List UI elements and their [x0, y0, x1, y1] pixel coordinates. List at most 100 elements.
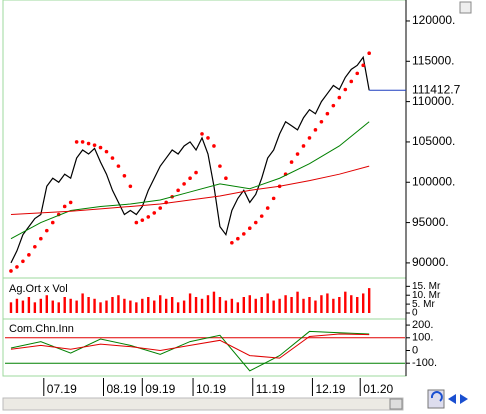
volume-bar: [356, 297, 359, 313]
sar-dot: [188, 176, 192, 181]
y-tick-label: 0: [412, 308, 418, 319]
volume-bar: [51, 300, 54, 313]
left-button[interactable]: [448, 394, 456, 404]
sar-dot: [86, 141, 91, 146]
volume-bar: [272, 300, 275, 313]
corner-button[interactable]: [459, 1, 472, 14]
y-tick-label: 95000.: [412, 215, 449, 229]
scrollbar[interactable]: [2, 397, 404, 411]
volume-bar: [302, 298, 305, 313]
sar-dot: [146, 215, 151, 219]
sar-dot: [367, 51, 371, 56]
x-tick-label: 07.19: [47, 382, 77, 396]
sar-dot: [343, 87, 348, 92]
sar-dot: [134, 220, 139, 225]
y-tick-label: 120000.: [412, 13, 455, 27]
sar-dot: [247, 226, 252, 231]
sar-dot: [325, 111, 330, 116]
sar-dot: [44, 228, 49, 233]
sar-dot: [194, 170, 198, 175]
volume-bar: [81, 293, 84, 313]
sar-dot: [152, 211, 157, 215]
oscillator-line: [10, 333, 370, 359]
sar-dot: [355, 71, 360, 76]
volume-bar: [135, 302, 138, 313]
x-tick-label: 01.20: [363, 382, 393, 396]
sar-dot: [253, 220, 258, 225]
volume-bar: [367, 288, 371, 313]
y-tick-label: -100.: [412, 357, 437, 369]
volume-bar: [200, 298, 204, 313]
volume-bar: [117, 295, 120, 313]
sar-dot: [319, 119, 324, 124]
y-tick-label: 5. Mr: [412, 299, 435, 310]
volume-bar: [362, 293, 365, 313]
sar-dot: [15, 265, 19, 269]
sar-dot: [98, 145, 103, 150]
volume-bar: [338, 297, 341, 313]
volume-bar: [182, 300, 186, 313]
oscillator-line: [10, 330, 370, 372]
volume-bar: [278, 298, 281, 313]
volume-bar: [87, 297, 90, 313]
sar-dot: [218, 164, 222, 168]
volume-bar: [212, 291, 216, 313]
volume-bar: [33, 302, 37, 313]
volume-bar: [123, 298, 126, 313]
x-tick-label: 11.19: [256, 382, 285, 396]
sar-dot: [271, 196, 276, 201]
y-tick-label: 15. Mr: [412, 281, 441, 292]
volume-bar: [105, 300, 108, 313]
sar-dot: [122, 174, 127, 178]
sar-dot: [27, 253, 31, 257]
last-price-label: 111412.7: [412, 82, 461, 96]
volume-bar: [129, 300, 132, 313]
sar-dot: [140, 218, 145, 222]
sar-dot: [80, 140, 85, 144]
sar-dot: [307, 136, 312, 140]
volume-bar: [176, 302, 180, 313]
sar-dot: [295, 152, 300, 156]
price-line: [10, 55, 370, 264]
volume-bar: [93, 298, 96, 313]
volume-bar: [314, 300, 317, 313]
sar-dot: [313, 128, 318, 132]
x-tick-label: 10.19: [196, 382, 226, 396]
volume-bar: [344, 291, 347, 313]
volume-bar: [111, 297, 114, 313]
sar-dot: [242, 232, 246, 236]
panel-label: Com.Chn.Inn: [9, 323, 74, 335]
volume-bar: [69, 298, 72, 313]
sar-dot: [158, 206, 163, 210]
volume-bar: [248, 295, 251, 313]
sar-dot: [21, 259, 25, 264]
volume-bar: [141, 298, 144, 313]
x-tick-label: 12.19: [315, 382, 345, 396]
sar-dot: [349, 79, 354, 84]
sar-dot: [50, 220, 55, 225]
sar-dot: [200, 132, 204, 136]
volume-bar: [296, 291, 299, 313]
volume-bar: [266, 293, 269, 313]
sar-dot: [301, 144, 306, 148]
volume-bar: [39, 298, 43, 313]
sar-dot: [110, 156, 115, 160]
y-tick-label: 90000.: [412, 255, 449, 269]
y-tick-label: 110000.: [412, 94, 455, 108]
right-button[interactable]: [460, 394, 468, 404]
y-tick-label: 100.: [412, 332, 433, 344]
sar-dot: [92, 143, 97, 147]
volume-bar: [194, 297, 198, 313]
volume-bar: [230, 298, 234, 313]
volume-bar: [326, 293, 329, 313]
y-tick-label: 0: [412, 344, 418, 356]
volume-bar: [27, 297, 31, 313]
y-tick-label: 200.: [412, 319, 433, 331]
scroll-button[interactable]: [389, 398, 403, 410]
sar-dot: [236, 236, 240, 241]
sar-dot: [68, 200, 73, 205]
sar-dot: [182, 182, 186, 186]
volume-bar: [308, 297, 311, 313]
